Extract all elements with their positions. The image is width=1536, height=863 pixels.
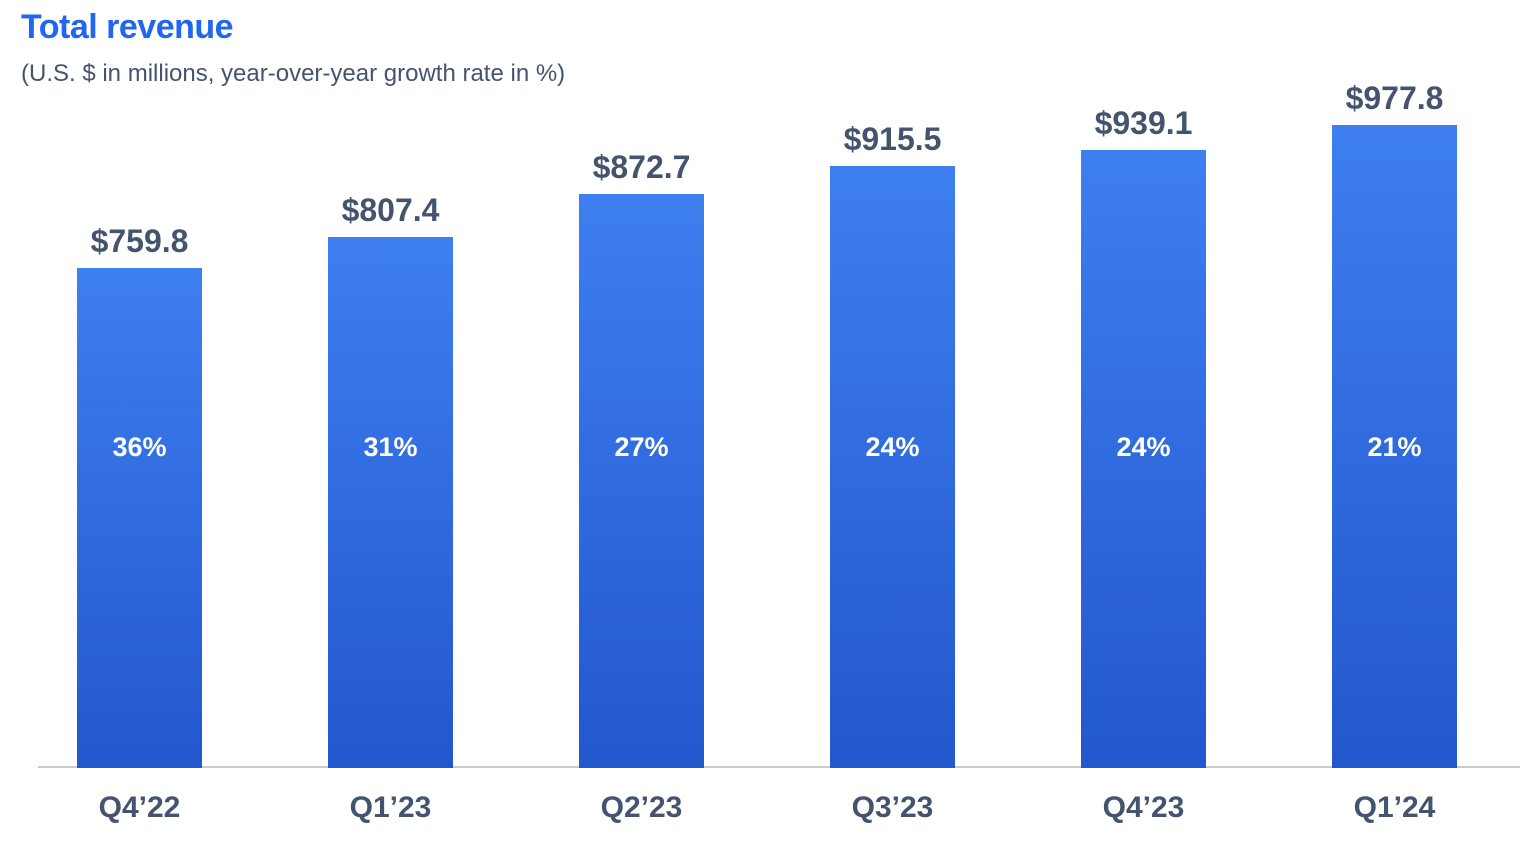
bar-group: $915.5 24% (830, 0, 955, 768)
bar-value-label: $807.4 (341, 192, 440, 228)
growth-rate-label: 21% (1367, 432, 1422, 462)
x-axis-label: Q4’22 (98, 791, 181, 824)
bar-group: $977.8 21% (1332, 0, 1457, 768)
bar-chart-plot: $759.8 36% $807.4 31% $872.7 27% $915.5 … (38, 0, 1520, 768)
revenue-bar: 27% (579, 194, 704, 768)
x-axis-label: Q1’24 (1353, 791, 1436, 824)
bar-group: $807.4 31% (328, 0, 453, 768)
bar-group: $872.7 27% (579, 0, 704, 768)
x-axis-label: Q3’23 (851, 791, 934, 824)
x-axis-label: Q4’23 (1102, 791, 1185, 824)
growth-rate-label: 24% (1116, 432, 1171, 462)
bar-value-label: $939.1 (1094, 105, 1193, 141)
revenue-bar: 24% (1081, 150, 1206, 768)
x-axis-line (38, 766, 1520, 768)
revenue-bar: 21% (1332, 125, 1457, 768)
chart-subtitle: (U.S. $ in millions, year-over-year grow… (21, 60, 566, 87)
revenue-bar: 31% (328, 237, 453, 768)
bar-group: $759.8 36% (77, 0, 202, 768)
growth-rate-label: 27% (614, 432, 669, 462)
bar-value-label: $915.5 (843, 121, 942, 157)
revenue-bar: 24% (830, 166, 955, 768)
revenue-bar: 36% (77, 268, 202, 768)
x-axis-label: Q1’23 (349, 791, 432, 824)
growth-rate-label: 24% (865, 432, 920, 462)
bar-value-label: $872.7 (592, 149, 691, 185)
bar-value-label: $977.8 (1345, 80, 1444, 116)
growth-rate-label: 36% (112, 432, 167, 462)
growth-rate-label: 31% (363, 432, 418, 462)
bar-group: $939.1 24% (1081, 0, 1206, 768)
x-axis-label: Q2’23 (600, 791, 683, 824)
bar-value-label: $759.8 (90, 223, 189, 259)
chart-title: Total revenue (21, 8, 234, 46)
